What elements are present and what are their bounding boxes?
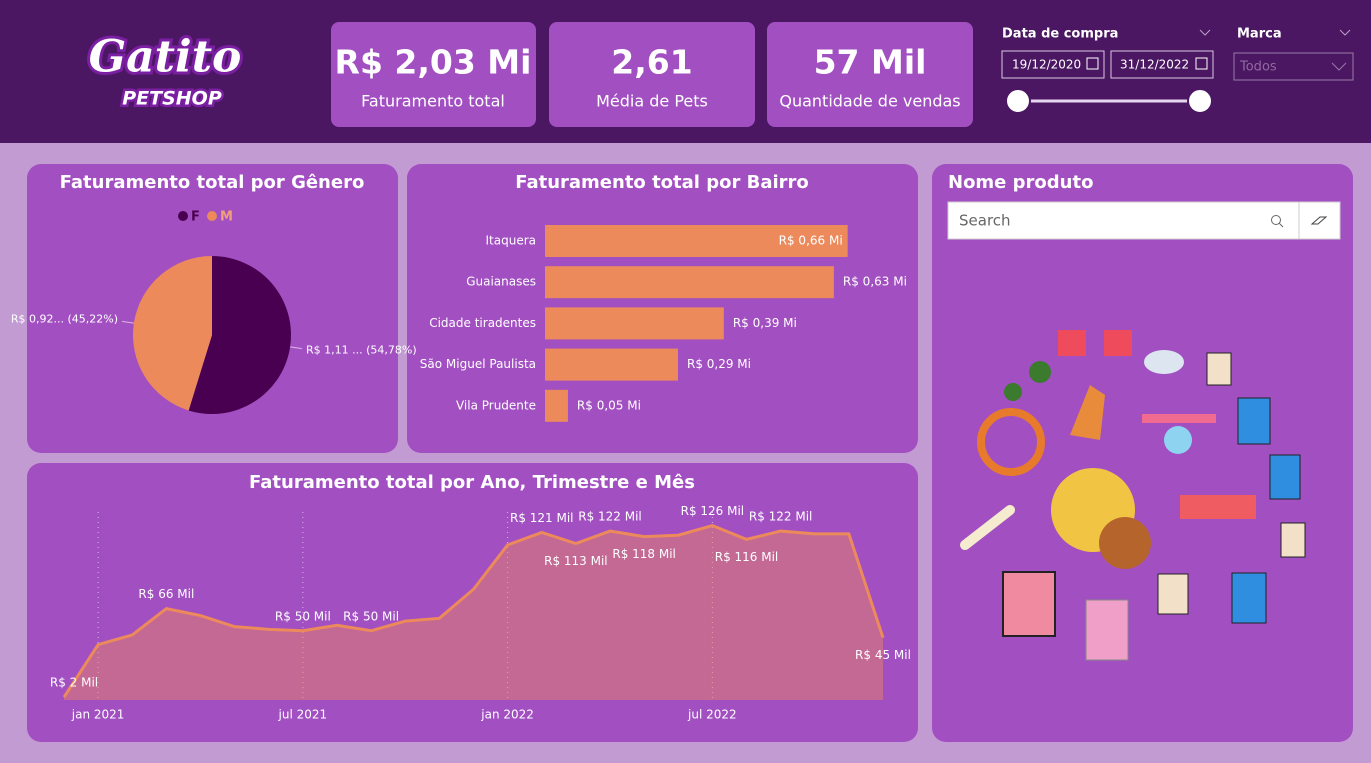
pie-slice — [132, 256, 212, 411]
date-start: 19/12/2020 — [1012, 58, 1081, 72]
category-label: Vila Prudente — [456, 398, 536, 412]
search-icon — [1271, 215, 1281, 225]
date-input[interactable] — [1001, 50, 1105, 79]
search-placeholder: Search — [959, 212, 1011, 230]
kpi-card — [331, 22, 536, 127]
area — [64, 525, 883, 700]
chevron — [1339, 29, 1351, 36]
legend-label: M — [220, 210, 233, 225]
data-label: R$ 0,92... (45,22%) — [11, 312, 118, 325]
panel — [27, 463, 918, 742]
logo-name: Gatito — [89, 32, 242, 83]
x-tick-label: jan 2021 — [71, 708, 125, 722]
data-label: R$ 50 Mil — [275, 609, 331, 623]
category-label: Itaquera — [486, 234, 537, 248]
pie-slice — [188, 256, 291, 414]
calendar-icon — [1086, 57, 1099, 70]
kpi-value: R$ 2,03 Mi — [335, 43, 532, 82]
data-label: R$ 45 Mil — [855, 648, 911, 662]
kpi-label: Faturamento total — [361, 92, 505, 111]
kpi-label: Média de Pets — [596, 92, 708, 111]
leader-line — [290, 346, 303, 350]
data-label: R$ 121 Mil — [510, 511, 574, 525]
slider-handle[interactable] — [1005, 88, 1031, 114]
legend-label: F — [191, 210, 200, 225]
data-label: R$ 0,63 Mi — [843, 275, 907, 289]
panel-title: Nome produto — [948, 172, 1093, 193]
bar — [545, 266, 834, 299]
bar — [545, 307, 724, 340]
data-label: R$ 0,66 Mi — [779, 234, 843, 248]
chart-title: Faturamento total por Ano, Trimestre e M… — [249, 472, 695, 493]
calendar-icon — [1195, 57, 1208, 70]
data-label: R$ 2 Mil — [50, 676, 98, 690]
panel — [932, 164, 1353, 742]
dropdown-placeholder: Todos — [1239, 60, 1277, 75]
x-tick-label: jan 2022 — [480, 708, 534, 722]
kpi-card — [767, 22, 973, 127]
data-label: R$ 0,39 Mi — [733, 316, 797, 330]
search-box[interactable] — [947, 201, 1341, 240]
search-icon — [1278, 222, 1284, 228]
data-label: R$ 118 Mil — [612, 547, 676, 561]
filter-label: Marca — [1237, 27, 1282, 42]
bar — [545, 348, 678, 381]
category-label: Guaianases — [466, 275, 536, 289]
data-label: R$ 0,29 Mi — [687, 357, 751, 371]
kpi-value: 2,61 — [611, 43, 692, 82]
data-label: R$ 113 Mil — [544, 554, 608, 568]
data-label: R$ 1,11 ... (54,78%) — [306, 344, 417, 357]
kpi-value: 57 Mil — [814, 43, 927, 82]
chart-title: Faturamento total por Bairro — [515, 172, 809, 193]
eraser-icon — [1310, 216, 1328, 225]
bar — [545, 389, 568, 422]
data-label: R$ 122 Mil — [578, 510, 642, 524]
legend-marker — [207, 211, 217, 221]
data-label: R$ 126 Mil — [681, 504, 745, 518]
data-label: R$ 66 Mil — [138, 587, 194, 601]
slider-handle[interactable] — [1187, 88, 1213, 114]
data-label: R$ 122 Mil — [749, 510, 813, 524]
leader-line — [121, 320, 134, 324]
x-tick-label: jul 2022 — [687, 708, 737, 722]
product-icons — [960, 330, 1306, 661]
chevron — [1331, 62, 1347, 71]
legend-marker — [178, 211, 188, 221]
filter-label: Data de compra — [1002, 27, 1118, 42]
x-tick-label: jul 2021 — [278, 708, 328, 722]
date-end: 31/12/2022 — [1120, 58, 1189, 72]
data-label: R$ 0,05 Mi — [577, 398, 641, 412]
dropdown[interactable] — [1233, 52, 1354, 81]
data-label: R$ 50 Mil — [343, 609, 399, 623]
chart-title: Faturamento total por Gênero — [60, 172, 365, 193]
date-input[interactable] — [1110, 50, 1214, 79]
bar — [545, 225, 848, 257]
category-label: São Miguel Paulista — [420, 357, 536, 371]
logo-tagline: PETSHOP — [122, 88, 222, 110]
chevron — [1199, 29, 1211, 36]
category-label: Cidade tiradentes — [429, 316, 536, 330]
kpi-label: Quantidade de vendas — [779, 92, 960, 111]
kpi-card — [549, 22, 755, 127]
line — [62, 523, 885, 699]
data-label: R$ 116 Mil — [715, 550, 779, 564]
